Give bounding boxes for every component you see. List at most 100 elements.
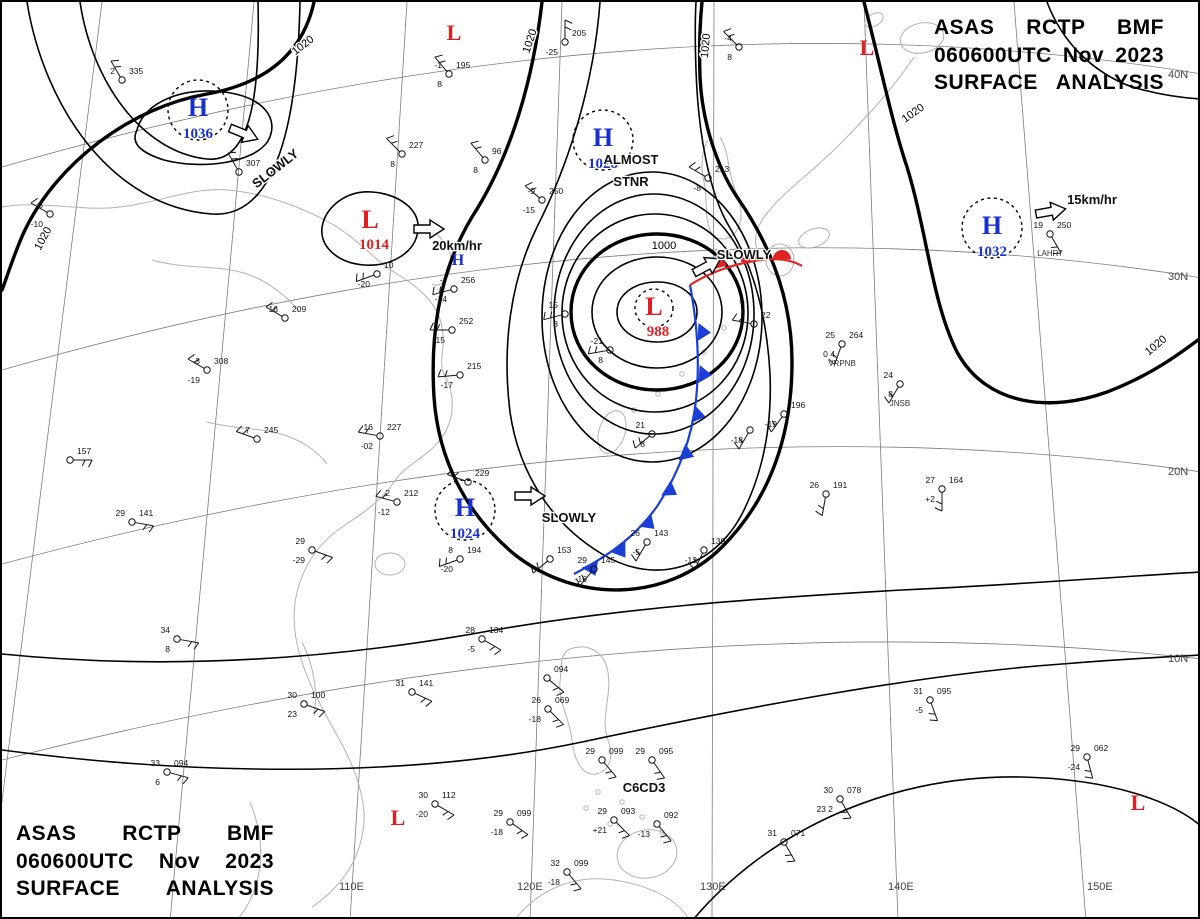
station-plot: 30 100 23 [288, 690, 326, 719]
station-plot: 22 [731, 310, 771, 328]
station-pressure: 191 [833, 480, 847, 490]
station-dewpoint: -25 [546, 47, 559, 57]
station-temperature: 30 [288, 690, 298, 700]
station-temperature: 28 [466, 625, 476, 635]
station-pressure: 245 [264, 425, 278, 435]
wind-barb-feather [638, 437, 641, 444]
longitude-line [349, 2, 408, 917]
wind-barb-feather [446, 468, 454, 475]
island [798, 227, 830, 249]
station-pressure: 229 [475, 468, 489, 478]
station-plot: 30 112 -20 [416, 790, 456, 820]
movement-annotation: SLOWLY [717, 247, 772, 262]
station-dewpoint: -13 [685, 555, 698, 565]
wind-barb-feather [1052, 252, 1062, 255]
high-center-circle [434, 479, 496, 541]
wind-barb-feather [594, 346, 598, 353]
wind-barb-feather [326, 557, 334, 564]
islet [619, 799, 625, 805]
station-circle [253, 435, 261, 443]
latitude-label: 20N [1168, 466, 1188, 478]
isobar [591, 256, 723, 369]
coastline [559, 646, 612, 775]
wind-barb-feather [785, 854, 792, 857]
station-circle [300, 700, 308, 708]
station-id: VRPNB [828, 359, 856, 368]
wind-barb [439, 559, 458, 567]
station-circle [456, 555, 464, 563]
wind-barb [579, 571, 593, 587]
station-temperature: 26 [810, 480, 820, 490]
station-dewpoint: -18 [731, 435, 744, 445]
high-center-circle [572, 109, 634, 171]
isobar [569, 232, 745, 392]
wind-barb-feather [470, 140, 479, 144]
station-plot: 2 335 [110, 59, 143, 84]
wind-barb [770, 416, 783, 433]
wind-barb-feather [530, 565, 534, 574]
station-circle [546, 555, 554, 563]
wind-barb [135, 522, 154, 527]
station-plot: 29 099 -18 [491, 808, 531, 840]
layer-front [573, 250, 803, 576]
wind-barb-feather [442, 811, 449, 816]
warm-front [689, 258, 803, 286]
station-pressure: 093 [621, 806, 635, 816]
station-plot: 16 209 [265, 302, 306, 322]
wind-barb-feather [524, 182, 533, 187]
low-symbol-minor: L [391, 805, 406, 830]
high-pressure-value: 1024 [450, 526, 481, 542]
station-plot: 26 191 [810, 480, 847, 517]
wind-barb-feather [530, 187, 537, 191]
station-temperature: 31 [914, 686, 924, 696]
coastline [151, 259, 301, 313]
station-pressure: 145 [601, 555, 615, 565]
wind-barb-feather [731, 313, 738, 321]
isobar-label: 1000 [652, 240, 676, 252]
isobar [431, 2, 794, 592]
wind-barb-feather [475, 146, 482, 149]
station-pressure: 141 [419, 678, 433, 688]
station-temperature: 2 [110, 66, 115, 76]
station-temperature: 34 [161, 625, 171, 635]
station-circle [506, 818, 514, 826]
isobar [561, 213, 749, 413]
wind-barb-feather [608, 776, 617, 780]
wind-barb [841, 801, 852, 819]
station-dewpoint: 6 [155, 777, 160, 787]
station-dewpoint: 8 [390, 159, 395, 169]
title-chart-type: SURFACE ANALYSIS [16, 877, 274, 901]
station-pressure: 134 [489, 625, 503, 635]
wind-barb-feather [81, 459, 86, 467]
station-dewpoint: 8 [165, 644, 170, 654]
island [597, 410, 627, 454]
layer-coast [2, 12, 945, 917]
station-dewpoint: -15 [523, 205, 536, 215]
wind-barb [532, 560, 548, 574]
high-center-circle [961, 197, 1023, 259]
cold-front-triangle [638, 513, 655, 529]
wind-barb-feather [489, 646, 496, 651]
isobar [2, 654, 1198, 771]
wind-barb [1087, 759, 1094, 779]
station-temperature: -4 [439, 275, 447, 285]
station-pressure: 195 [456, 60, 470, 70]
station-plot: 29 093 +21 [593, 806, 635, 839]
station-circle [561, 38, 569, 46]
station-pressure: 071 [791, 828, 805, 838]
station-circle [464, 478, 472, 486]
wind-barb-feather [235, 425, 243, 432]
wind-barb-feather [935, 500, 943, 505]
station-circle [66, 456, 74, 464]
high-symbol: H [188, 93, 208, 122]
station-plot: 29 145 -16 [575, 555, 615, 587]
wind-barb-feather [355, 273, 358, 282]
wind-barb-feather [1084, 776, 1093, 779]
movement-annotation: 20km/hr [432, 238, 482, 253]
station-dewpoint: -16 [575, 574, 588, 584]
station-temperature: -9 [527, 186, 535, 196]
station-circle [481, 156, 489, 164]
coastline [754, 56, 915, 251]
wind-barb-feather [187, 354, 195, 360]
